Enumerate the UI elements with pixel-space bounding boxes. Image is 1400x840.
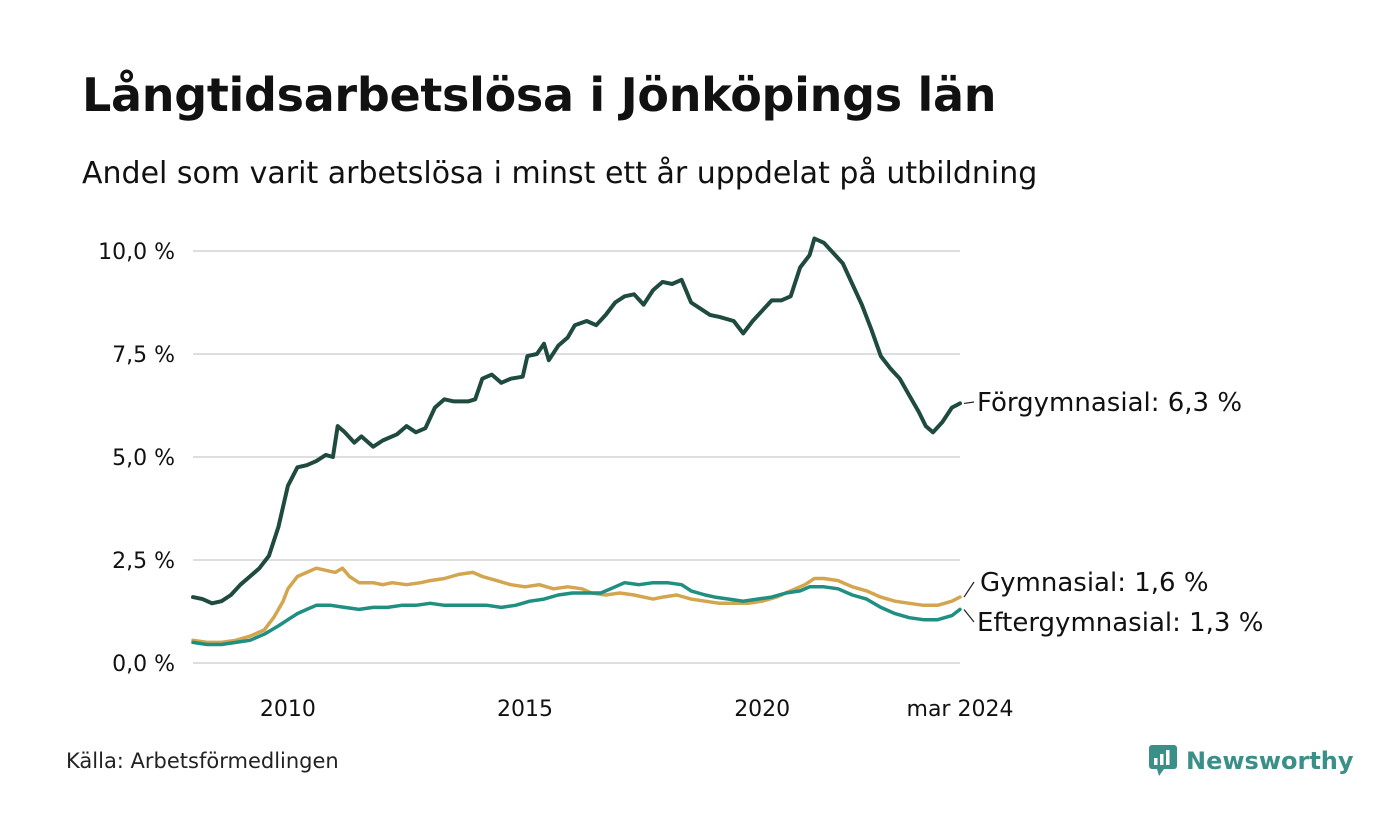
chart-subtitle: Andel som varit arbetslösa i minst ett å… <box>82 156 1038 191</box>
series-end-label: Förgymnasial: 6,3 % <box>977 388 1242 418</box>
y-tick-label: 7,5 % <box>112 343 175 368</box>
series-lines <box>191 236 962 647</box>
source-note: Källa: Arbetsförmedlingen <box>66 749 339 773</box>
y-tick-label: 10,0 % <box>98 240 175 265</box>
x-tick-label: 2015 <box>497 697 553 722</box>
y-tick-label: 5,0 % <box>112 446 175 471</box>
x-tick-label: 2020 <box>734 697 790 722</box>
series-line-gymnasial <box>191 566 962 645</box>
brand-logo: Newsworthy <box>1148 744 1354 778</box>
leader-line <box>963 581 975 598</box>
y-axis: 0,0 % 2,5 % 5,0 % 7,5 % 10,0 % <box>98 240 175 677</box>
newsworthy-logo-icon <box>1149 745 1177 776</box>
series-line-förgymnasial <box>191 236 962 606</box>
leader-line <box>963 401 975 405</box>
series-end-label: Gymnasial: 1,6 % <box>980 568 1209 598</box>
series-end-labels: Förgymnasial: 6,3 % Gymnasial: 1,6 % Efter… <box>963 388 1263 638</box>
y-tick-label: 0,0 % <box>112 652 175 677</box>
y-tick-label: 2,5 % <box>112 549 175 574</box>
chart-title: Långtidsarbetslösa i Jönköpings län <box>82 68 997 122</box>
x-axis: 2010 2015 2020 mar 2024 <box>260 697 1014 722</box>
brand-name: Newsworthy <box>1186 747 1354 775</box>
leader-line <box>963 609 975 623</box>
grid-lines <box>193 250 960 664</box>
series-end-label: Eftergymnasial: 1,3 % <box>977 608 1263 638</box>
x-tick-label: 2010 <box>260 697 316 722</box>
x-tick-label: mar 2024 <box>907 697 1014 722</box>
series-line-eftergymnasial <box>191 580 962 647</box>
